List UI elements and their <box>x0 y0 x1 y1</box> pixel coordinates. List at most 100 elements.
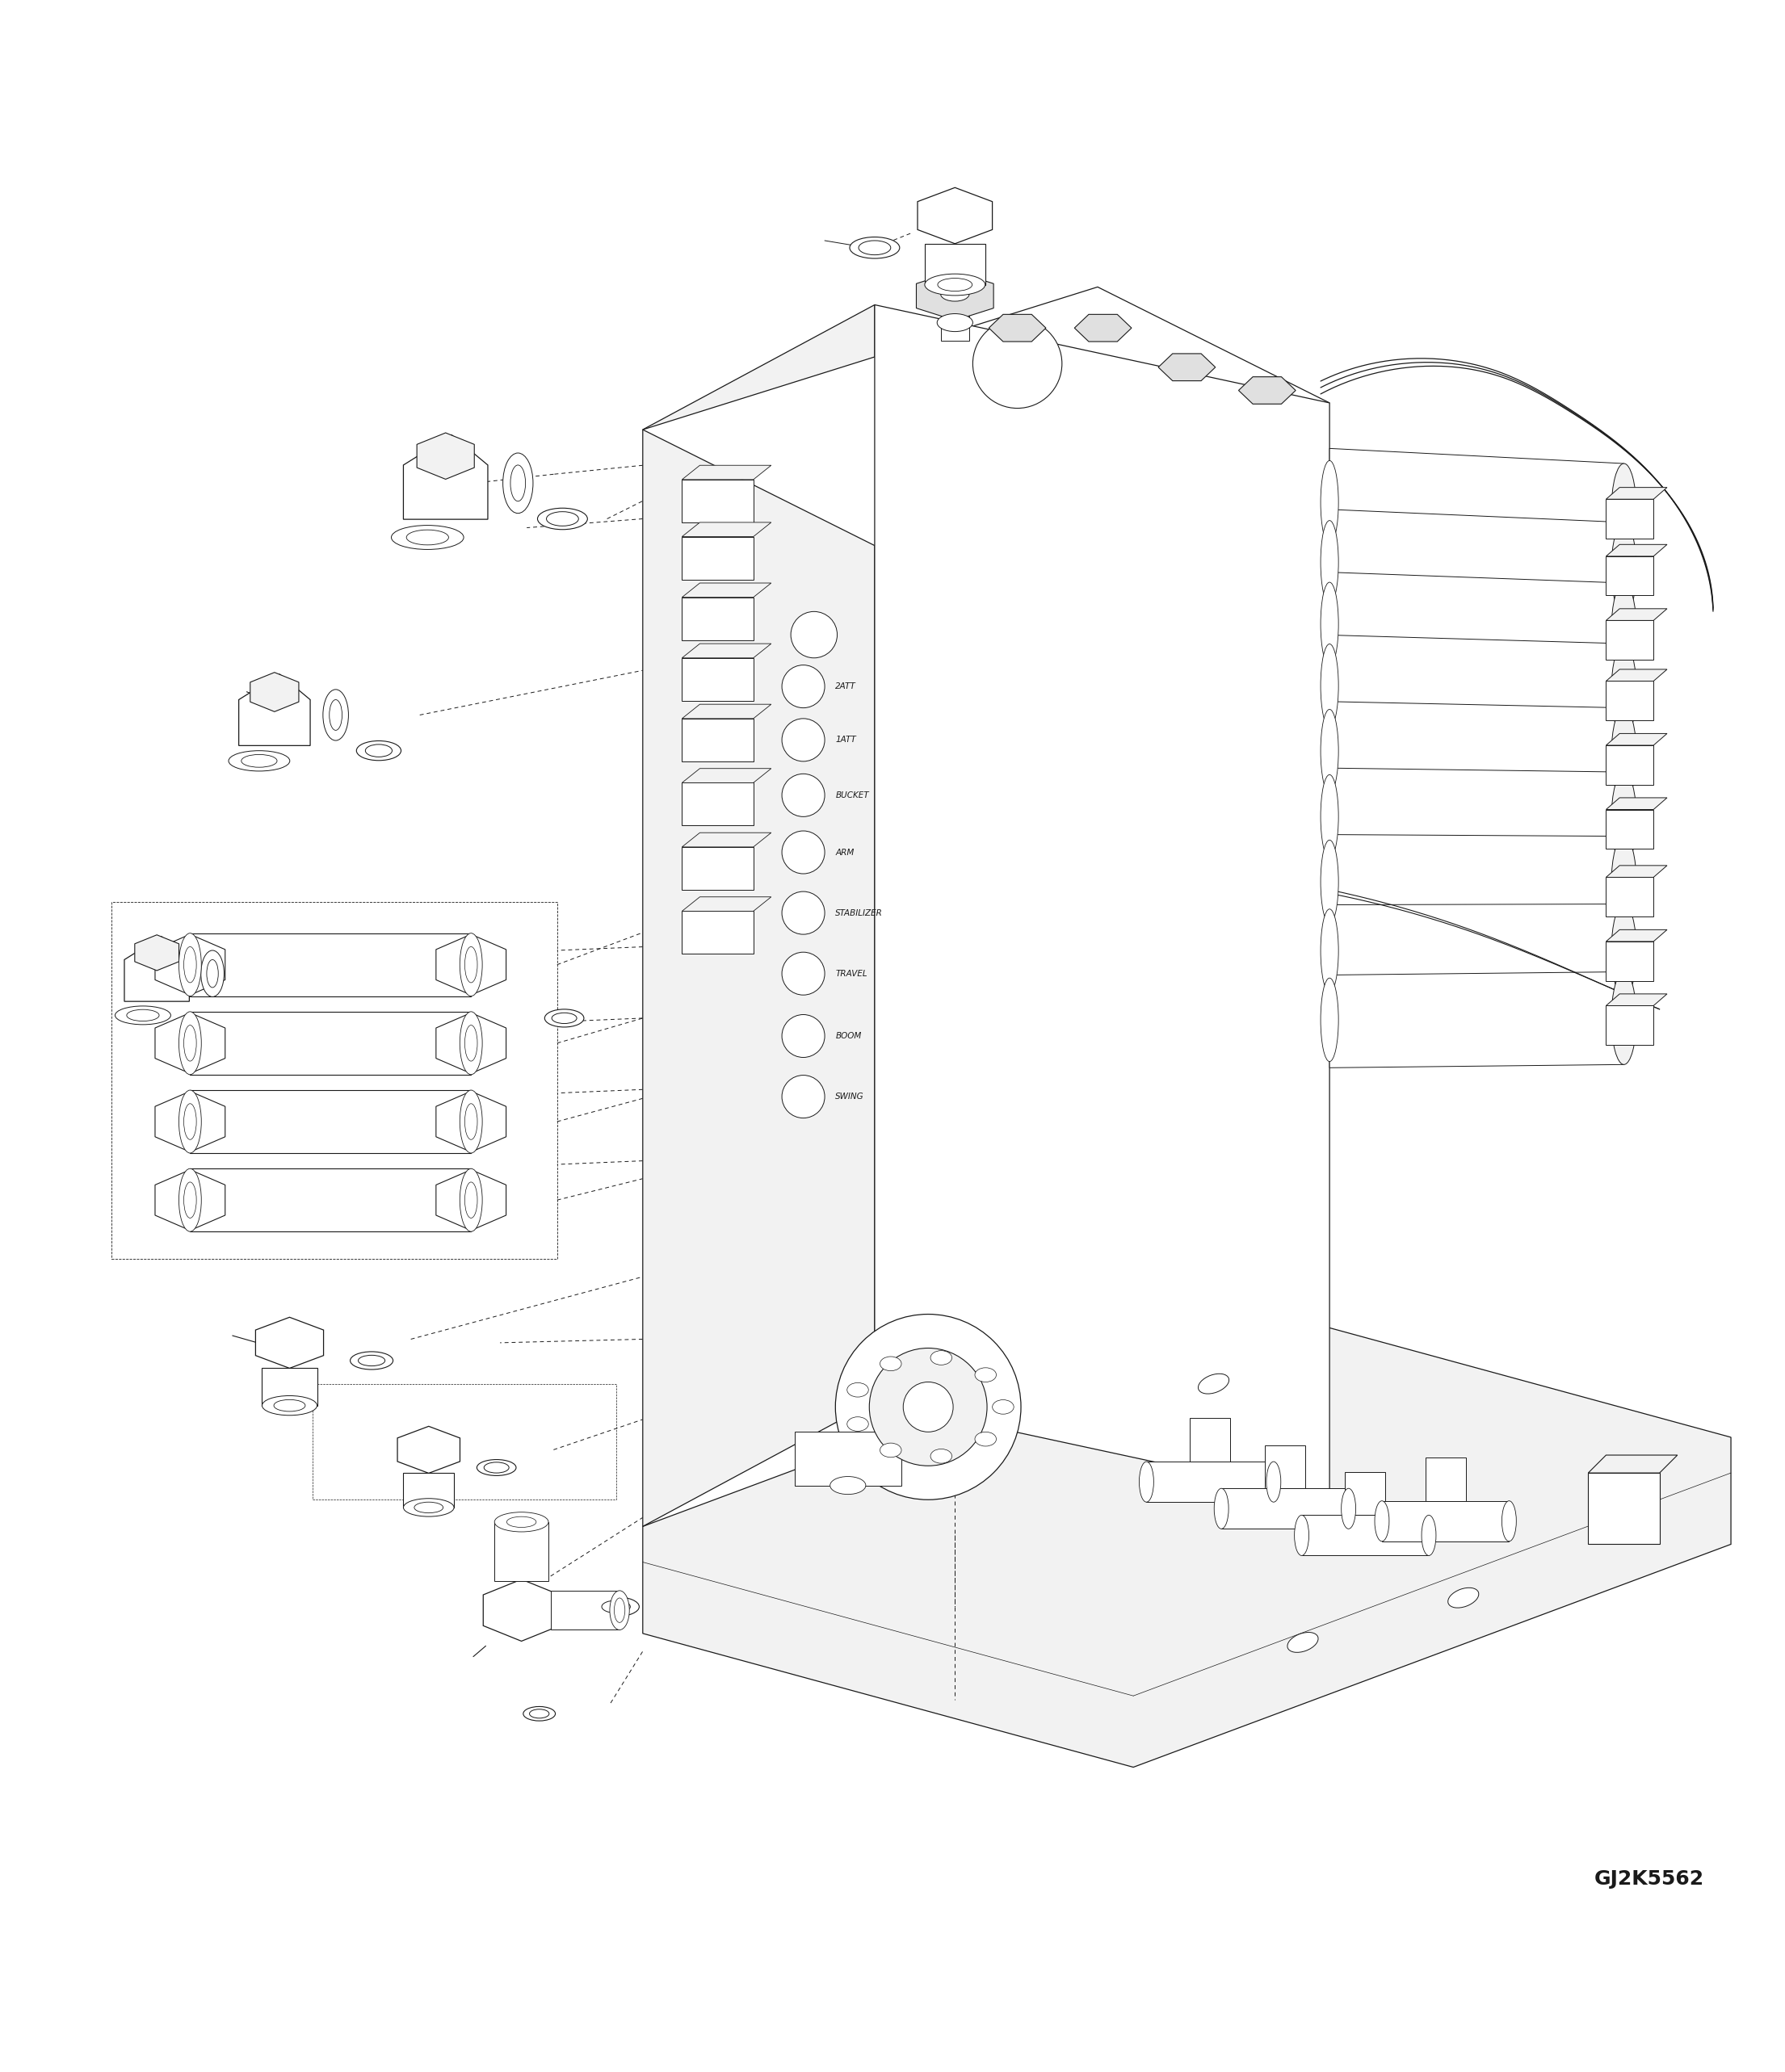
Text: STABILIZER: STABILIZER <box>835 910 884 918</box>
Ellipse shape <box>477 1459 516 1475</box>
Polygon shape <box>1301 1515 1428 1556</box>
Text: BOOM: BOOM <box>835 1032 862 1040</box>
Polygon shape <box>682 719 753 760</box>
Text: SWING: SWING <box>835 1092 864 1100</box>
Text: 2ATT: 2ATT <box>835 682 857 690</box>
Polygon shape <box>1330 903 1624 997</box>
Polygon shape <box>484 1579 560 1641</box>
Polygon shape <box>403 435 487 520</box>
Ellipse shape <box>593 1598 639 1616</box>
Ellipse shape <box>1321 978 1339 1061</box>
Ellipse shape <box>1612 464 1637 555</box>
Circle shape <box>782 773 825 816</box>
Polygon shape <box>643 1303 1731 1767</box>
Ellipse shape <box>494 1513 548 1531</box>
Polygon shape <box>125 937 189 1001</box>
Polygon shape <box>255 1318 323 1368</box>
Ellipse shape <box>461 1090 482 1152</box>
Polygon shape <box>134 934 179 970</box>
Polygon shape <box>1589 1473 1660 1544</box>
Ellipse shape <box>1374 1500 1389 1542</box>
Circle shape <box>782 831 825 874</box>
Ellipse shape <box>930 1351 951 1365</box>
Ellipse shape <box>357 742 402 760</box>
Ellipse shape <box>850 236 900 259</box>
Ellipse shape <box>241 754 277 767</box>
Text: TRAVEL: TRAVEL <box>835 970 868 978</box>
Ellipse shape <box>403 1498 453 1517</box>
Polygon shape <box>1330 972 1624 1067</box>
Ellipse shape <box>975 1368 996 1382</box>
Polygon shape <box>682 833 771 847</box>
Polygon shape <box>1606 620 1653 659</box>
Ellipse shape <box>464 1183 477 1218</box>
Ellipse shape <box>1321 520 1339 605</box>
Polygon shape <box>494 1523 548 1581</box>
Polygon shape <box>403 1473 453 1508</box>
Ellipse shape <box>530 1709 550 1718</box>
Polygon shape <box>1606 810 1653 850</box>
Ellipse shape <box>1321 910 1339 992</box>
Circle shape <box>835 1314 1021 1500</box>
Ellipse shape <box>1612 773 1637 864</box>
Ellipse shape <box>330 700 343 729</box>
Text: GJ2K5562: GJ2K5562 <box>1594 1869 1705 1888</box>
Circle shape <box>782 665 825 709</box>
Polygon shape <box>1589 1455 1678 1473</box>
Ellipse shape <box>202 951 225 997</box>
Polygon shape <box>682 659 753 700</box>
Ellipse shape <box>359 1355 386 1365</box>
Polygon shape <box>1606 876 1653 916</box>
Polygon shape <box>916 271 994 321</box>
Ellipse shape <box>1294 1515 1308 1556</box>
Ellipse shape <box>178 932 202 997</box>
Ellipse shape <box>930 1448 951 1463</box>
Ellipse shape <box>848 1417 869 1432</box>
Ellipse shape <box>507 1517 536 1527</box>
Polygon shape <box>1330 769 1624 864</box>
Polygon shape <box>1330 572 1624 675</box>
Circle shape <box>903 1382 953 1432</box>
Bar <box>794 1432 901 1486</box>
Ellipse shape <box>602 1600 630 1612</box>
Polygon shape <box>1606 930 1667 941</box>
Polygon shape <box>1606 1005 1653 1044</box>
Ellipse shape <box>228 750 289 771</box>
Ellipse shape <box>127 1009 159 1021</box>
Circle shape <box>782 1015 825 1057</box>
Ellipse shape <box>464 1026 477 1061</box>
Polygon shape <box>189 932 471 997</box>
Polygon shape <box>1346 1471 1385 1515</box>
Polygon shape <box>643 305 875 1527</box>
Ellipse shape <box>937 313 973 332</box>
Polygon shape <box>155 1171 225 1231</box>
Polygon shape <box>1330 835 1624 928</box>
Polygon shape <box>682 537 753 580</box>
Polygon shape <box>436 1092 507 1152</box>
Polygon shape <box>682 769 771 783</box>
Polygon shape <box>643 286 1330 545</box>
Polygon shape <box>1606 733 1667 746</box>
Ellipse shape <box>273 1401 305 1411</box>
Polygon shape <box>1606 746 1653 785</box>
Ellipse shape <box>1198 1374 1230 1394</box>
Polygon shape <box>682 597 753 640</box>
Ellipse shape <box>992 1401 1014 1413</box>
Ellipse shape <box>484 1463 509 1473</box>
Ellipse shape <box>178 1169 202 1231</box>
Ellipse shape <box>1341 1488 1357 1529</box>
Polygon shape <box>682 479 753 522</box>
Polygon shape <box>1606 995 1667 1005</box>
Ellipse shape <box>523 1707 555 1722</box>
Ellipse shape <box>1321 644 1339 727</box>
Ellipse shape <box>323 690 348 740</box>
Polygon shape <box>155 1013 225 1073</box>
Ellipse shape <box>1612 522 1637 615</box>
Polygon shape <box>1330 634 1624 736</box>
Polygon shape <box>398 1426 461 1473</box>
Ellipse shape <box>610 1591 630 1631</box>
Circle shape <box>782 891 825 934</box>
Ellipse shape <box>1321 460 1339 545</box>
Ellipse shape <box>830 1477 866 1494</box>
Ellipse shape <box>937 278 973 292</box>
